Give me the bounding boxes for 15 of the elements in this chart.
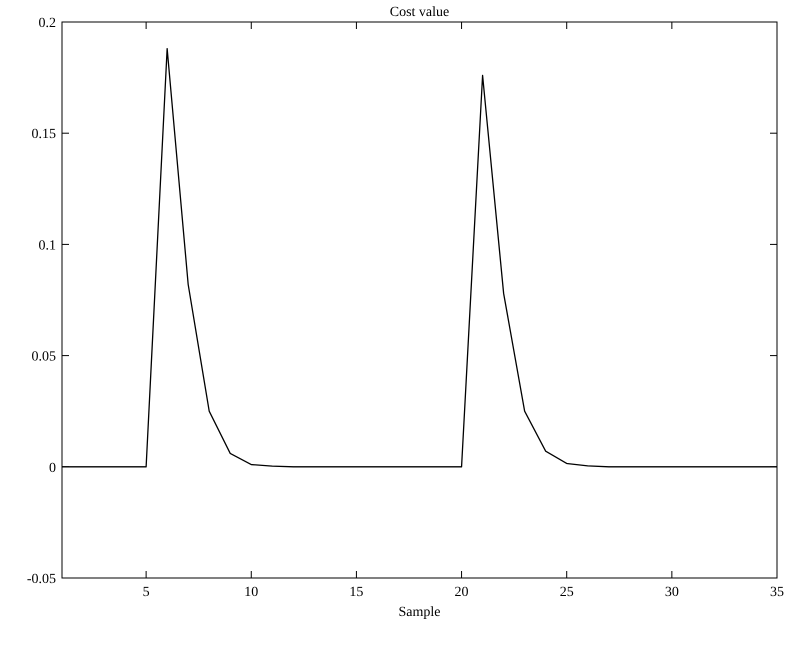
y-tick-label: 0 [49,460,56,476]
x-tick-label: 10 [244,585,258,600]
x-tick-label: 5 [142,585,150,600]
x-tick-label: 25 [560,585,574,600]
x-tick-label: 30 [664,585,679,600]
y-tick-label: 0.05 [32,350,56,365]
y-tick-label: 0.1 [38,238,56,254]
x-tick-label: 20 [454,585,469,600]
y-tick-label: 0.2 [38,16,56,31]
x-tick-label: 35 [770,585,784,600]
chart-title: Cost value [390,5,450,20]
y-tick-label: 0.15 [32,127,56,142]
y-tick-label: -0.05 [26,572,56,587]
x-axis-title: Sample [398,605,440,620]
x-tick-label: 15 [349,585,364,600]
